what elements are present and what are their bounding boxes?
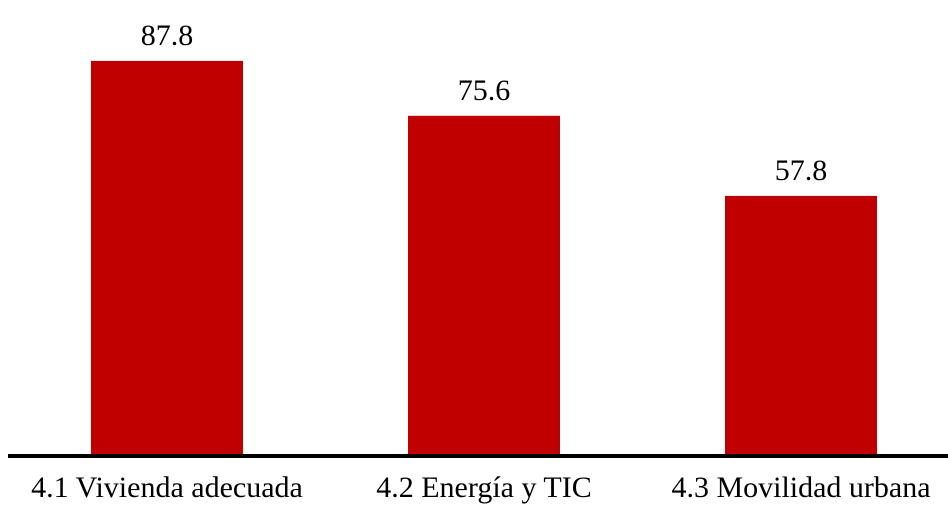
x-tick-label-3: 4.3 Movilidad urbana	[671, 471, 930, 504]
data-label-1: 87.8	[141, 19, 194, 52]
bars-group	[91, 60, 877, 457]
data-label-2: 75.6	[458, 74, 511, 107]
bar-3	[725, 195, 877, 456]
data-label-3: 57.8	[775, 154, 828, 187]
x-tick-label-2: 4.2 Energía y TIC	[376, 471, 592, 504]
bar-1	[91, 60, 243, 457]
bar-2	[408, 115, 560, 457]
x-tick-label-1: 4.1 Vivienda adecuada	[31, 471, 303, 504]
data-labels-group: 87.8 75.6 57.8	[141, 19, 828, 187]
x-tick-labels-group: 4.1 Vivienda adecuada 4.2 Energía y TIC 4.…	[31, 471, 930, 504]
